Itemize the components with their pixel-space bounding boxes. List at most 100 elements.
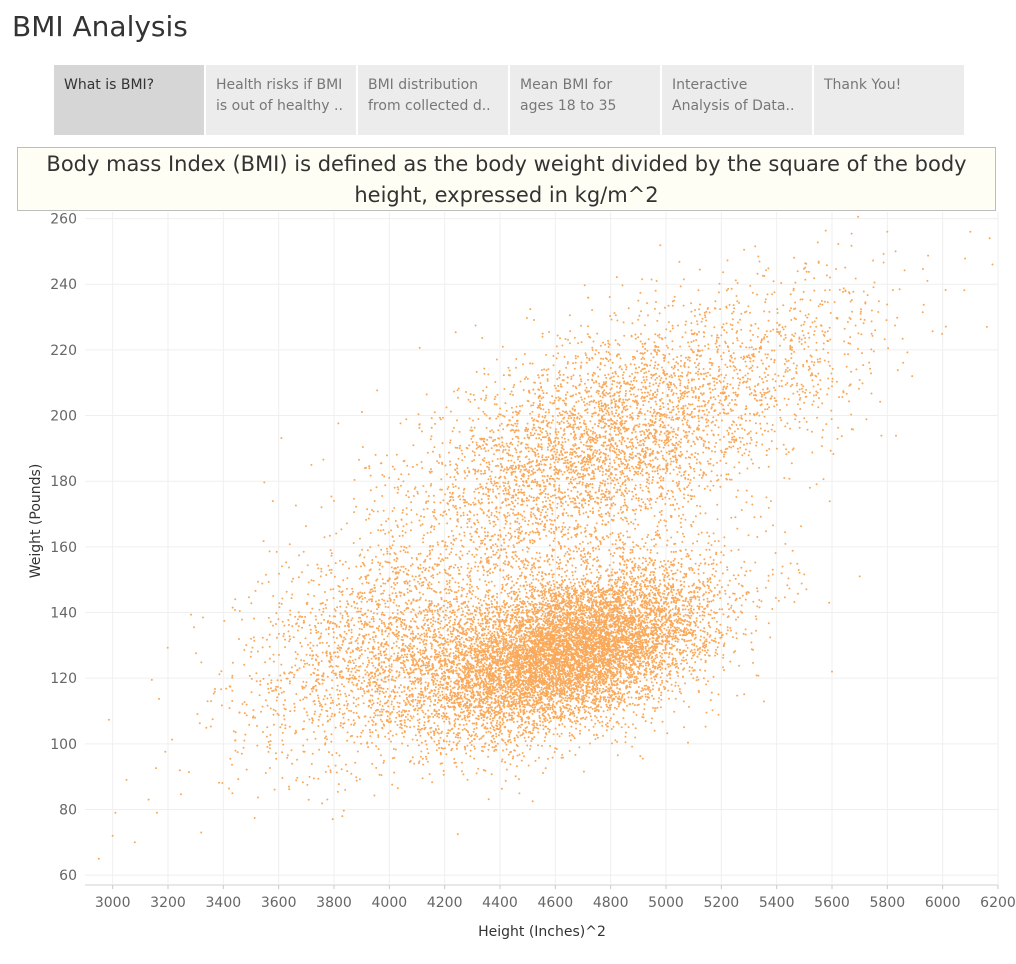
data-point: [718, 608, 721, 611]
data-point: [451, 694, 454, 697]
data-point: [756, 590, 759, 593]
data-point: [543, 617, 546, 620]
data-point: [555, 612, 558, 615]
data-point: [679, 613, 682, 616]
data-point: [570, 725, 573, 728]
data-point: [711, 709, 714, 712]
data-point: [616, 687, 619, 689]
data-point: [440, 668, 443, 671]
data-point: [277, 714, 280, 717]
data-point: [500, 670, 503, 673]
data-point: [526, 564, 529, 567]
data-point: [637, 686, 640, 688]
data-point: [594, 547, 597, 550]
data-point: [552, 733, 555, 736]
data-point: [668, 697, 670, 700]
data-point: [666, 539, 669, 542]
data-point: [589, 612, 592, 615]
data-point: [653, 611, 656, 614]
data-point: [508, 712, 511, 715]
data-point: [690, 657, 693, 660]
data-point: [721, 608, 724, 611]
data-point: [525, 668, 528, 671]
data-point: [666, 674, 669, 677]
data-point: [562, 594, 565, 597]
data-point: [623, 560, 626, 563]
data-point: [582, 689, 584, 692]
data-point: [576, 644, 578, 647]
data-point: [572, 604, 575, 607]
data-point: [594, 695, 597, 698]
data-point: [698, 599, 701, 601]
data-point: [513, 698, 516, 701]
data-point: [701, 614, 704, 617]
data-point: [599, 698, 602, 701]
data-point: [669, 677, 672, 680]
data-point: [509, 617, 512, 620]
data-point: [680, 565, 683, 568]
data-point: [608, 593, 611, 596]
data-point: [442, 773, 445, 776]
data-point: [641, 630, 644, 632]
data-point: [736, 694, 739, 697]
tab-mean-bmi[interactable]: Mean BMI for ages 18 to 35: [510, 65, 660, 135]
data-point: [486, 698, 489, 701]
data-point: [652, 651, 655, 654]
data-point: [660, 662, 663, 665]
data-point: [645, 654, 648, 657]
tab-health-risks[interactable]: Health risks if BMI is out of healthy ..: [206, 65, 356, 135]
data-point: [687, 741, 689, 744]
tab-bmi-distribution[interactable]: BMI distribution from collected d..: [358, 65, 508, 135]
data-point: [710, 609, 713, 612]
data-point: [693, 644, 696, 647]
data-point: [418, 728, 421, 731]
data-point: [555, 716, 558, 719]
data-point: [639, 680, 642, 683]
data-point: [551, 706, 554, 709]
data-point: [583, 708, 586, 711]
data-point: [523, 755, 525, 758]
tab-thank-you[interactable]: Thank You!: [814, 65, 964, 135]
tab-what-is-bmi[interactable]: What is BMI?: [54, 65, 204, 135]
data-point: [521, 647, 524, 649]
data-point: [685, 627, 688, 630]
data-point: [516, 659, 519, 662]
data-point: [465, 679, 468, 682]
data-point: [473, 757, 476, 760]
data-point: [561, 684, 564, 687]
data-point: [515, 744, 518, 746]
data-point: [633, 557, 636, 560]
data-point: [692, 608, 695, 611]
data-point: [558, 586, 561, 589]
data-point: [497, 661, 500, 664]
data-point: [483, 599, 485, 602]
data-point: [434, 651, 436, 654]
data-point: [478, 697, 481, 700]
data-point: [554, 727, 557, 730]
tab-interactive-analysis[interactable]: Interactive Analysis of Data..: [662, 65, 812, 135]
data-point: [560, 693, 563, 696]
data-point: [652, 697, 655, 700]
data-point: [698, 588, 701, 591]
data-point: [500, 608, 502, 611]
data-point: [477, 618, 480, 621]
data-point: [702, 580, 705, 583]
data-point: [464, 670, 466, 673]
data-point: [398, 713, 401, 716]
data-point: [616, 631, 619, 634]
data-point: [686, 654, 689, 657]
data-point: [680, 557, 683, 560]
data-point: [712, 559, 715, 561]
data-point: [555, 594, 558, 597]
data-point: [596, 736, 599, 739]
data-point: [687, 608, 690, 611]
data-point: [559, 706, 562, 709]
data-point: [638, 648, 641, 651]
data-point: [646, 597, 649, 600]
data-point: [631, 630, 634, 633]
data-point: [487, 706, 490, 709]
data-point: [524, 677, 527, 680]
data-point: [551, 756, 554, 759]
data-point: [639, 566, 642, 569]
data-point: [436, 715, 439, 718]
